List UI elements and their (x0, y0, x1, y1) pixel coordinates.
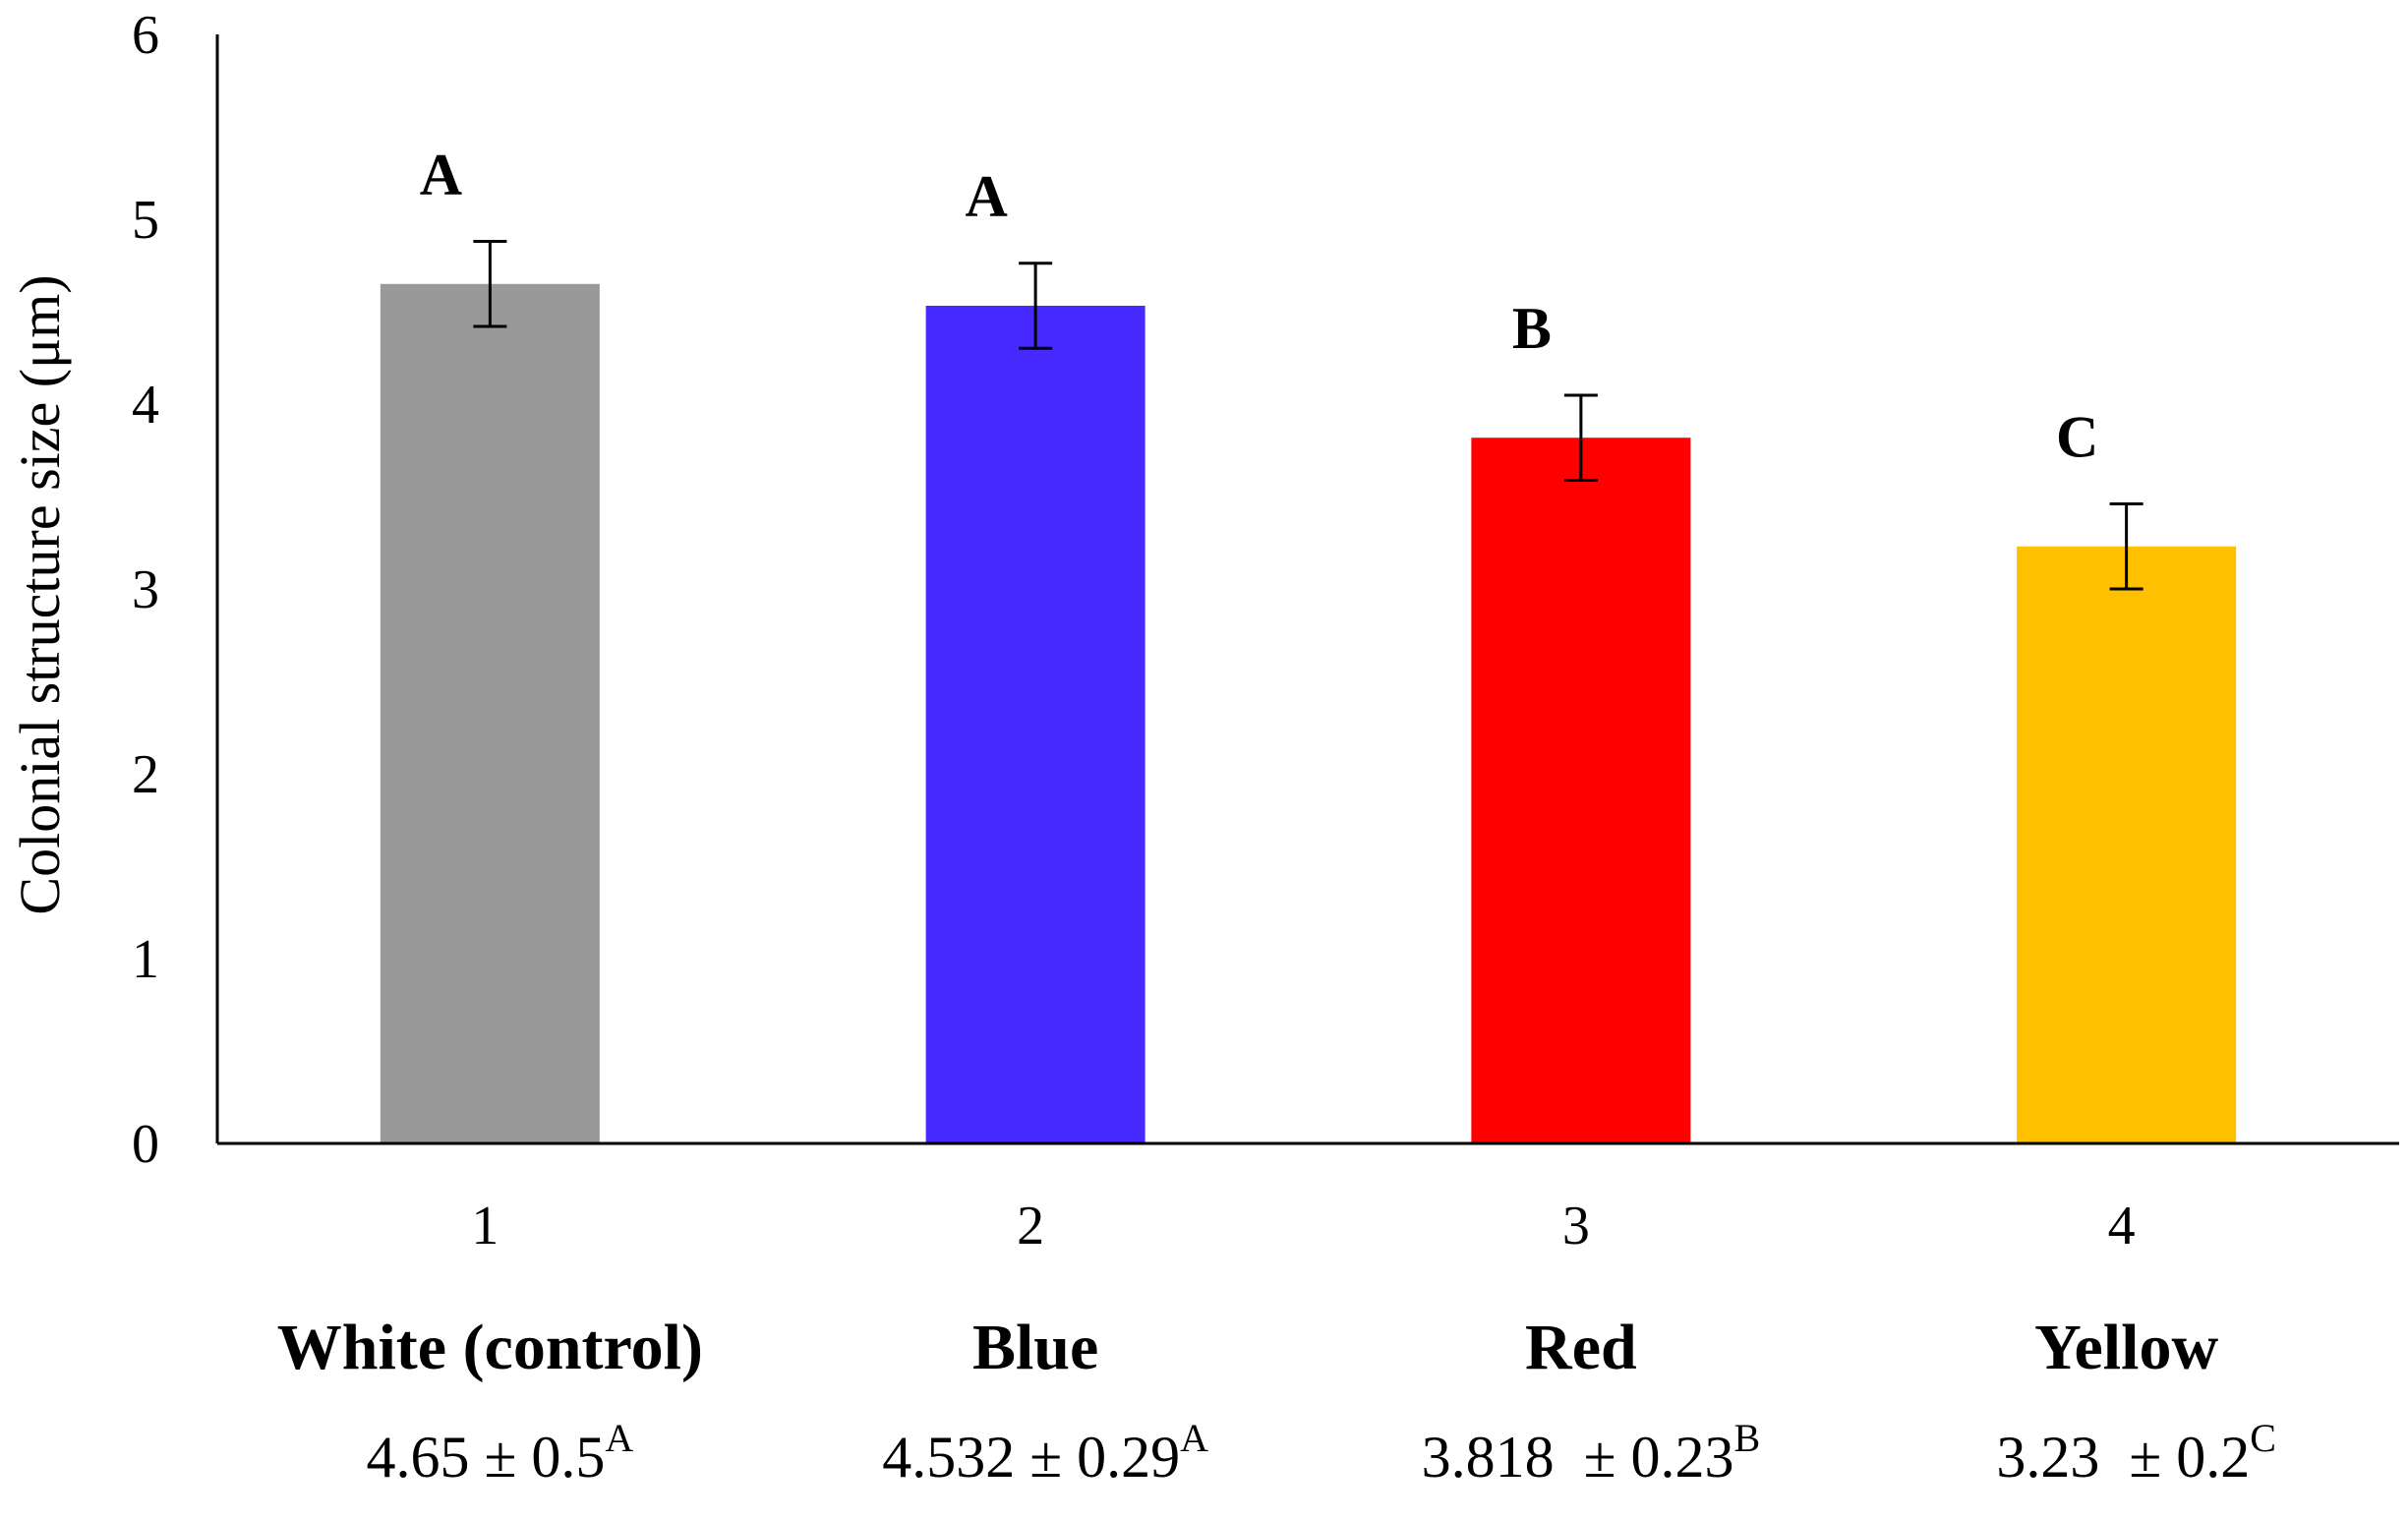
stat-value: 3.23 ± 0.2 (1996, 1425, 2250, 1490)
group-label-3: Red (1525, 1312, 1637, 1383)
stat-superscript: C (2250, 1416, 2276, 1460)
x-tick-label-4: 4 (2108, 1196, 2136, 1257)
stat-label-3: 3.818 ± 0.23B (1422, 1416, 1761, 1490)
y-tick-label: 3 (132, 559, 159, 620)
bar-3 (1471, 438, 1691, 1143)
stat-superscript: B (1734, 1416, 1761, 1460)
stat-value: 4.532 ± 0.29 (882, 1425, 1180, 1490)
x-tick-label-2: 2 (1017, 1196, 1044, 1257)
bar-2 (925, 305, 1145, 1143)
y-tick-label: 0 (132, 1114, 159, 1175)
significance-letter-1: A (420, 143, 462, 207)
stat-label-4: 3.23 ± 0.2C (1996, 1416, 2276, 1490)
bar-4 (2017, 546, 2237, 1143)
x-tick-label-3: 3 (1562, 1196, 1590, 1257)
x-tick-label-1: 1 (471, 1196, 499, 1257)
y-axis-label: Colonial structure size (μm) (8, 274, 72, 914)
significance-letter-2: A (965, 164, 1007, 229)
stat-label-1: 4.65 ± 0.5A (366, 1416, 633, 1490)
stat-superscript: A (605, 1416, 633, 1460)
y-tick-label: 2 (132, 744, 159, 805)
y-tick-label: 1 (132, 929, 159, 990)
group-label-1: White (control) (277, 1312, 703, 1383)
group-label-2: Blue (972, 1312, 1098, 1383)
significance-letter-3: B (1512, 296, 1552, 361)
y-tick-label: 5 (132, 190, 159, 251)
significance-letter-4: C (2056, 405, 2098, 470)
y-tick-label: 6 (132, 5, 159, 66)
group-label-4: Yellow (2034, 1312, 2218, 1383)
bar-1 (380, 283, 600, 1143)
stat-value: 4.65 ± 0.5 (366, 1425, 605, 1490)
stat-superscript: A (1180, 1416, 1208, 1460)
stat-value: 3.818 ± 0.23 (1422, 1425, 1734, 1490)
y-tick-label: 4 (132, 375, 159, 436)
stat-label-2: 4.532 ± 0.29A (882, 1416, 1208, 1490)
